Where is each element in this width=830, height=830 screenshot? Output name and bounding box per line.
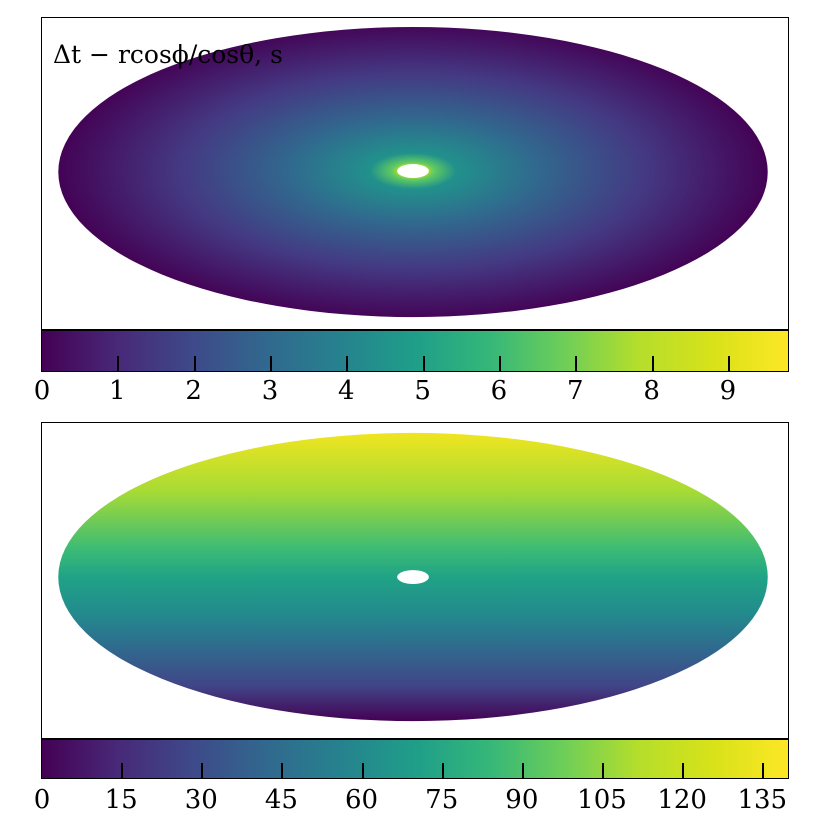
top-colorbar-tick-label: 8 — [643, 376, 660, 406]
top-colorbar — [41, 330, 789, 372]
top-colorbar-tick — [346, 356, 349, 371]
top-colorbar-tick — [651, 356, 654, 371]
top-map-svg — [58, 26, 768, 318]
bottom-map-panel — [41, 422, 789, 739]
bottom-colorbar-tick-label: 60 — [345, 785, 379, 815]
bottom-colorbar-gradient — [42, 740, 788, 778]
bottom-colorbar-tick-label: 105 — [577, 785, 627, 815]
top-colorbar-tick — [269, 356, 272, 371]
top-center-hole — [397, 164, 429, 178]
bottom-colorbar-tick-label: 45 — [264, 785, 298, 815]
top-colorbar-tick — [193, 356, 196, 371]
bottom-colorbar-tick-label: 120 — [657, 785, 707, 815]
bottom-colorbar — [41, 739, 789, 779]
bottom-colorbar-tick-label: 15 — [104, 785, 138, 815]
top-colorbar-tick-label: 5 — [414, 376, 431, 406]
bottom-colorbar-tick — [602, 763, 604, 778]
bottom-colorbar-tick — [281, 763, 284, 778]
top-colorbar-tick-label: 6 — [490, 376, 508, 406]
top-colorbar-tick-label: 3 — [261, 376, 279, 406]
bottom-map-svg — [58, 432, 768, 722]
top-colorbar-tick-label: 7 — [567, 376, 584, 406]
top-colorbar-tick-label: 9 — [719, 376, 737, 406]
top-colorbar-tick-label: 1 — [109, 376, 126, 406]
bottom-center-hole — [397, 570, 429, 584]
top-colorbar-tick — [117, 356, 120, 371]
bottom-colorbar-tick-label: 0 — [33, 785, 51, 815]
bottom-colorbar-tick — [201, 763, 204, 778]
top-map-title: Δt − rcosϕ/cosθ, s — [53, 40, 283, 69]
bottom-colorbar-tick-label: 135 — [737, 785, 788, 815]
top-map-panel: Δt − rcosϕ/cosθ, s — [41, 17, 789, 330]
top-colorbar-tick — [727, 356, 730, 371]
top-colorbar-tick — [575, 356, 578, 371]
bottom-colorbar-tick — [521, 763, 524, 778]
bottom-colorbar-tick — [762, 763, 765, 778]
top-colorbar-tick — [422, 356, 425, 371]
top-colorbar-tick-label: 2 — [185, 376, 202, 406]
top-colorbar-gradient — [42, 331, 788, 371]
top-colorbar-tick — [498, 356, 501, 371]
bottom-colorbar-tick — [441, 763, 444, 778]
top-colorbar-tick-label: 0 — [33, 376, 51, 406]
bottom-colorbar-tick-label: 75 — [425, 785, 459, 815]
bottom-colorbar-tick — [361, 763, 364, 778]
bottom-colorbar-tick-label: 30 — [184, 785, 218, 815]
bottom-colorbar-tick — [682, 763, 685, 778]
bottom-colorbar-tick — [121, 763, 124, 778]
top-colorbar-tick-label: 4 — [338, 376, 355, 406]
bottom-colorbar-tick-label: 90 — [505, 785, 539, 815]
